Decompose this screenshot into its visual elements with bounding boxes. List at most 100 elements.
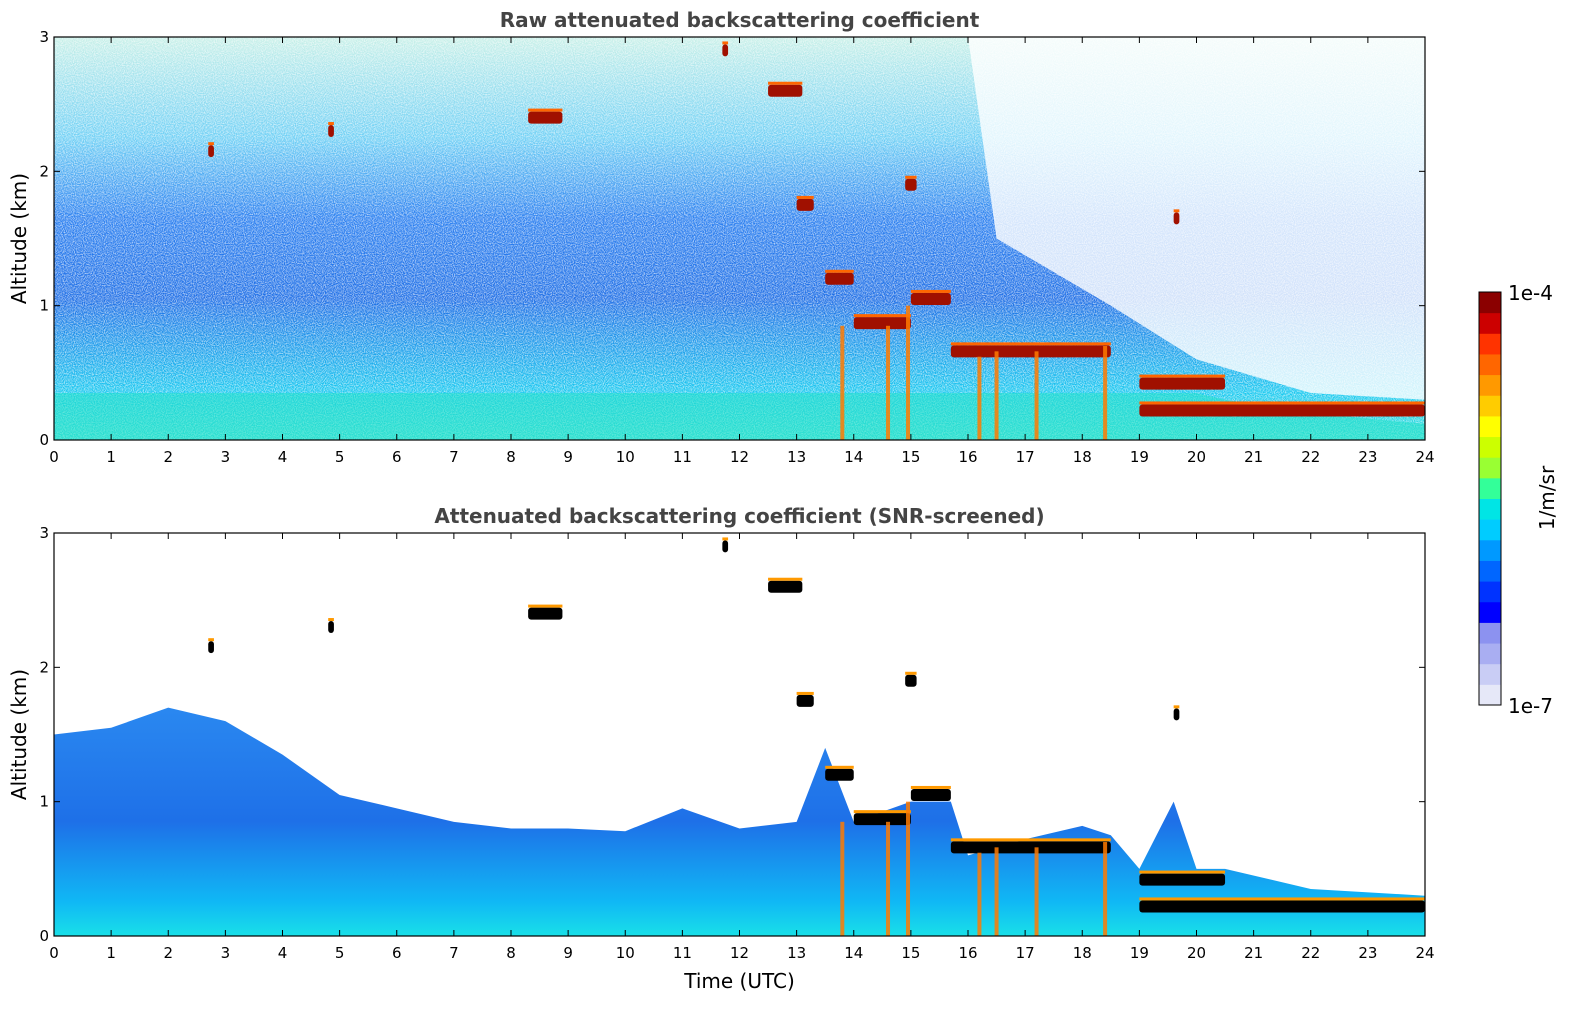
x-tick-label: 4 bbox=[278, 944, 288, 962]
top-y-axis: 0 1 2 3 bbox=[39, 28, 1425, 449]
x-tick-label: 16 bbox=[958, 448, 977, 466]
x-tick-label: 3 bbox=[221, 944, 231, 962]
precip-streak bbox=[1034, 847, 1039, 936]
x-tick-label: 14 bbox=[844, 944, 863, 962]
cloud-layer-edge bbox=[910, 785, 951, 789]
colorbar-band bbox=[1479, 601, 1501, 623]
colorbar-band bbox=[1479, 581, 1501, 603]
colorbar-band bbox=[1479, 395, 1501, 417]
precip-streak bbox=[977, 852, 982, 936]
x-tick-label: 11 bbox=[673, 944, 692, 962]
x-tick-label: 21 bbox=[1244, 944, 1263, 962]
x-tick-label: 2 bbox=[163, 448, 173, 466]
cloud-layer-edge bbox=[950, 838, 1111, 842]
x-tick-label: 23 bbox=[1358, 448, 1377, 466]
precip-streak bbox=[840, 821, 845, 936]
y-tick-label: 1 bbox=[39, 793, 49, 811]
colorbar-bands bbox=[1479, 292, 1501, 706]
colorbar-band bbox=[1479, 333, 1501, 355]
x-tick-label: 13 bbox=[787, 448, 806, 466]
cloud-layer bbox=[796, 694, 814, 707]
cloud-layer-edge bbox=[853, 810, 911, 814]
cloud-layer bbox=[528, 111, 563, 124]
y-tick-label: 0 bbox=[39, 927, 49, 945]
cloud-layer bbox=[950, 345, 1111, 358]
cloud-layer bbox=[910, 292, 951, 305]
x-tick-label: 20 bbox=[1187, 448, 1206, 466]
precip-streak bbox=[906, 801, 911, 936]
cloud-layer bbox=[1173, 212, 1180, 225]
bottom-y-axis: 0 1 2 3 bbox=[39, 524, 1425, 945]
precip-streak bbox=[994, 847, 999, 936]
x-tick-label: 20 bbox=[1187, 944, 1206, 962]
cloud-layer-edge bbox=[208, 142, 214, 146]
x-tick-label: 19 bbox=[1130, 448, 1149, 466]
cloud-layer bbox=[796, 198, 814, 211]
precip-streak bbox=[906, 305, 911, 440]
bottom-panel-title: Attenuated backscattering coefficient (S… bbox=[434, 504, 1044, 528]
x-tick-label: 23 bbox=[1358, 944, 1377, 962]
cloud-layer bbox=[1139, 404, 1425, 417]
colorbar-unit-label: 1/m/sr bbox=[1535, 465, 1559, 530]
cloud-layer bbox=[853, 813, 911, 826]
cloud-layer-edge bbox=[768, 81, 803, 85]
cloud-layer bbox=[950, 841, 1111, 854]
colorbar: 1e-4 1e-7 1/m/sr bbox=[1478, 281, 1559, 718]
cloud-layer bbox=[1139, 900, 1425, 913]
colorbar-band bbox=[1479, 498, 1501, 520]
precip-streak bbox=[1103, 841, 1108, 936]
x-tick-label: 21 bbox=[1244, 448, 1263, 466]
cloud-layer-edge bbox=[722, 537, 729, 541]
precip-streak bbox=[1103, 345, 1108, 440]
colorbar-max-label: 1e-4 bbox=[1508, 281, 1553, 305]
colorbar-band bbox=[1479, 477, 1501, 499]
x-tick-label: 17 bbox=[1016, 448, 1035, 466]
x-tick-label: 16 bbox=[958, 944, 977, 962]
top-x-axis: 0 1 2 3 4 5 6 7 8 9 10 11 12 13 14 15 16 17 18 19 20 21 22 23 24 bbox=[49, 37, 1435, 466]
colorbar-band bbox=[1479, 622, 1501, 644]
cloud-layer bbox=[1173, 708, 1180, 721]
x-tick-label: 8 bbox=[506, 448, 516, 466]
colorbar-band bbox=[1479, 519, 1501, 541]
cloud-layer bbox=[768, 84, 803, 97]
cloud-layer bbox=[905, 674, 917, 687]
cloud-layer-edge bbox=[825, 269, 854, 273]
cloud-layer-edge bbox=[722, 41, 729, 45]
x-tick-label: 24 bbox=[1415, 944, 1434, 962]
precip-streak bbox=[840, 325, 845, 440]
x-tick-label: 3 bbox=[221, 448, 231, 466]
x-tick-label: 12 bbox=[730, 448, 749, 466]
colorbar-frame bbox=[1478, 291, 1502, 706]
cloud-layer bbox=[1139, 873, 1226, 886]
precip-streak bbox=[886, 821, 891, 936]
cloud-layer-edge bbox=[208, 638, 214, 642]
top-panel-title: Raw attenuated backscattering coefficien… bbox=[500, 8, 980, 32]
colorbar-band bbox=[1479, 353, 1501, 376]
x-tick-label: 15 bbox=[901, 944, 920, 962]
x-tick-label: 19 bbox=[1130, 944, 1149, 962]
colorbar-band bbox=[1479, 374, 1501, 396]
y-tick-label: 2 bbox=[39, 658, 49, 676]
x-tick-label: 9 bbox=[563, 448, 573, 466]
cloud-layer-edge bbox=[528, 108, 563, 112]
cloud-layer-edge bbox=[328, 618, 334, 622]
cloud-layer-edge bbox=[853, 314, 911, 318]
x-tick-label: 0 bbox=[49, 448, 59, 466]
x-tick-label: 1 bbox=[106, 448, 116, 466]
x-tick-label: 17 bbox=[1016, 944, 1035, 962]
y-tick-label: 2 bbox=[39, 162, 49, 180]
colorbar-band bbox=[1479, 415, 1501, 438]
colorbar-band bbox=[1479, 560, 1501, 582]
cloud-layer-edge bbox=[1139, 401, 1425, 405]
cloud-layer-edge bbox=[796, 195, 814, 199]
cloud-layer bbox=[910, 788, 951, 801]
x-tick-label: 7 bbox=[449, 448, 459, 466]
x-tick-label: 13 bbox=[787, 944, 806, 962]
cloud-layer-edge bbox=[1139, 870, 1226, 874]
top-y-axis-label: Altitude (km) bbox=[7, 173, 31, 304]
cloud-layer-edge bbox=[1173, 209, 1180, 213]
cloud-layer bbox=[208, 145, 214, 158]
x-tick-label: 15 bbox=[901, 448, 920, 466]
cloud-layer bbox=[208, 641, 214, 654]
